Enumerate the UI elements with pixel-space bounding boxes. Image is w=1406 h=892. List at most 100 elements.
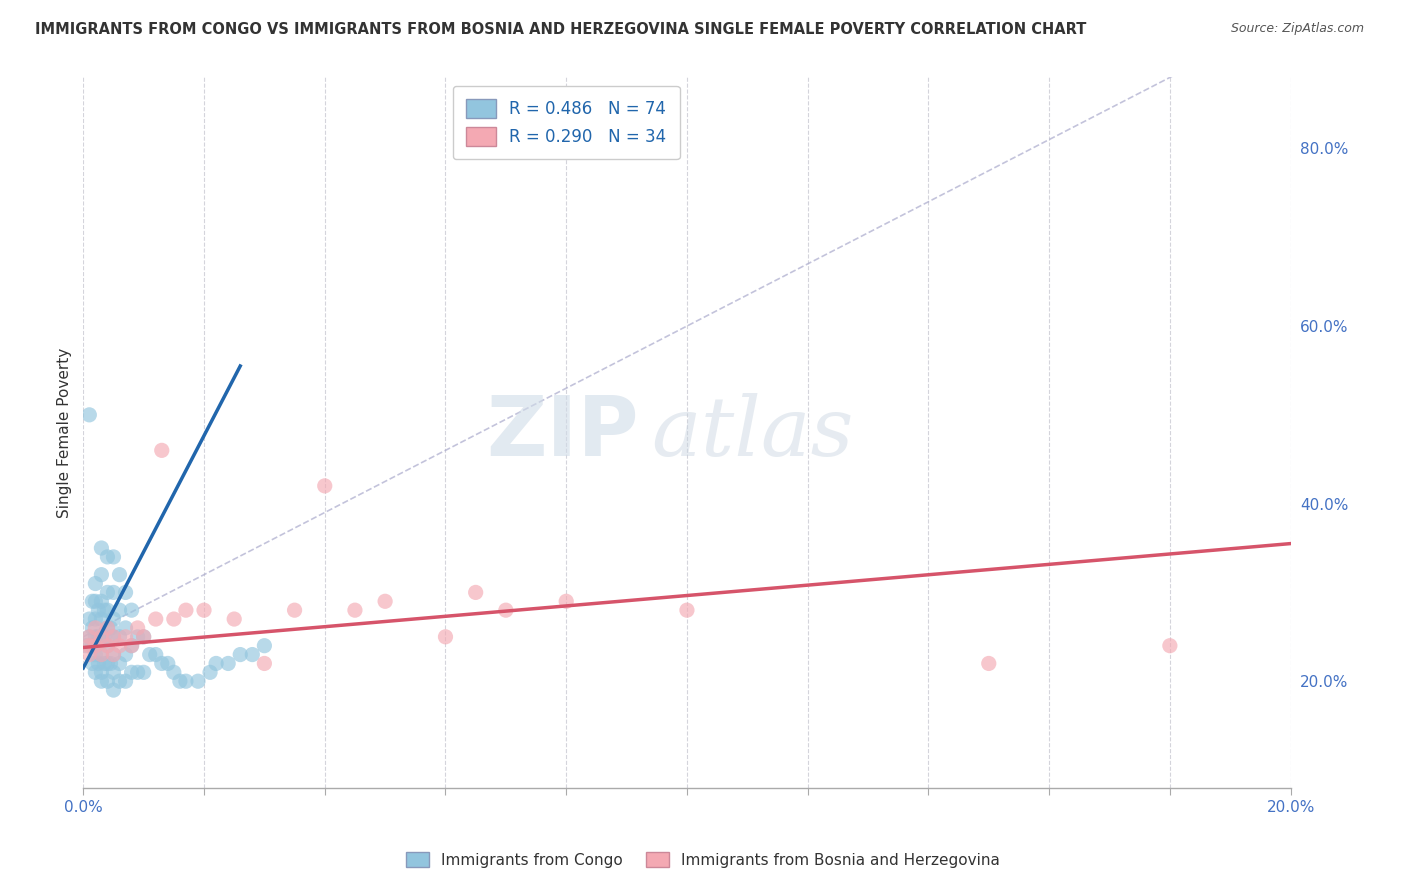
- Point: [75, 639, 97, 653]
- Legend: R = 0.486   N = 74, R = 0.290   N = 34: R = 0.486 N = 74, R = 0.290 N = 34: [453, 86, 679, 160]
- Point: [374, 594, 396, 608]
- Point: [90, 665, 112, 680]
- Point: [108, 567, 131, 582]
- Point: [114, 674, 136, 689]
- Point: [103, 648, 125, 662]
- Point: [132, 665, 155, 680]
- Point: [174, 674, 197, 689]
- Point: [79, 612, 101, 626]
- Point: [343, 603, 366, 617]
- Point: [103, 549, 125, 564]
- Point: [253, 639, 276, 653]
- Text: IMMIGRANTS FROM CONGO VS IMMIGRANTS FROM BOSNIA AND HERZEGOVINA SINGLE FEMALE PO: IMMIGRANTS FROM CONGO VS IMMIGRANTS FROM…: [35, 22, 1087, 37]
- Point: [103, 612, 125, 626]
- Legend: Immigrants from Congo, Immigrants from Bosnia and Herzegovina: Immigrants from Congo, Immigrants from B…: [398, 844, 1008, 875]
- Point: [103, 630, 125, 644]
- Point: [84, 639, 107, 653]
- Point: [434, 630, 457, 644]
- Point: [464, 585, 486, 599]
- Point: [555, 594, 578, 608]
- Point: [96, 585, 118, 599]
- Point: [224, 612, 246, 626]
- Point: [108, 674, 131, 689]
- Point: [100, 621, 122, 635]
- Point: [79, 408, 101, 422]
- Point: [145, 648, 167, 662]
- Point: [90, 630, 112, 644]
- Point: [121, 603, 143, 617]
- Point: [174, 603, 197, 617]
- Point: [108, 639, 131, 653]
- Point: [96, 621, 118, 635]
- Point: [103, 648, 125, 662]
- Y-axis label: Single Female Poverty: Single Female Poverty: [58, 348, 72, 517]
- Point: [108, 603, 131, 617]
- Point: [193, 603, 215, 617]
- Point: [127, 665, 149, 680]
- Point: [108, 657, 131, 671]
- Point: [100, 657, 122, 671]
- Point: [163, 665, 186, 680]
- Point: [314, 479, 336, 493]
- Point: [163, 612, 186, 626]
- Point: [90, 674, 112, 689]
- Point: [138, 648, 160, 662]
- Point: [96, 603, 118, 617]
- Point: [87, 603, 110, 617]
- Point: [205, 657, 228, 671]
- Point: [84, 594, 107, 608]
- Point: [150, 443, 173, 458]
- Point: [84, 630, 107, 644]
- Point: [114, 648, 136, 662]
- Point: [132, 630, 155, 644]
- Point: [145, 612, 167, 626]
- Point: [169, 674, 191, 689]
- Point: [96, 621, 118, 635]
- Point: [96, 549, 118, 564]
- Point: [114, 621, 136, 635]
- Point: [103, 630, 125, 644]
- Point: [90, 648, 112, 662]
- Point: [96, 657, 118, 671]
- Point: [84, 621, 107, 635]
- Point: [90, 594, 112, 608]
- Point: [977, 657, 1000, 671]
- Point: [90, 612, 112, 626]
- Point: [84, 665, 107, 680]
- Point: [87, 630, 110, 644]
- Point: [90, 630, 112, 644]
- Point: [114, 585, 136, 599]
- Point: [229, 648, 252, 662]
- Point: [127, 621, 149, 635]
- Point: [284, 603, 307, 617]
- Point: [253, 657, 276, 671]
- Text: atlas: atlas: [651, 392, 853, 473]
- Point: [90, 567, 112, 582]
- Point: [79, 639, 101, 653]
- Point: [96, 674, 118, 689]
- Point: [676, 603, 699, 617]
- Text: ZIP: ZIP: [486, 392, 638, 473]
- Point: [132, 630, 155, 644]
- Point: [87, 657, 110, 671]
- Point: [79, 630, 101, 644]
- Point: [96, 639, 118, 653]
- Point: [82, 639, 104, 653]
- Point: [121, 639, 143, 653]
- Point: [82, 657, 104, 671]
- Point: [121, 665, 143, 680]
- Point: [82, 621, 104, 635]
- Point: [93, 603, 115, 617]
- Point: [79, 630, 101, 644]
- Point: [103, 665, 125, 680]
- Point: [121, 639, 143, 653]
- Point: [90, 648, 112, 662]
- Point: [150, 657, 173, 671]
- Point: [156, 657, 179, 671]
- Point: [84, 648, 107, 662]
- Point: [1159, 639, 1181, 653]
- Point: [103, 585, 125, 599]
- Point: [187, 674, 209, 689]
- Point: [108, 630, 131, 644]
- Point: [103, 683, 125, 698]
